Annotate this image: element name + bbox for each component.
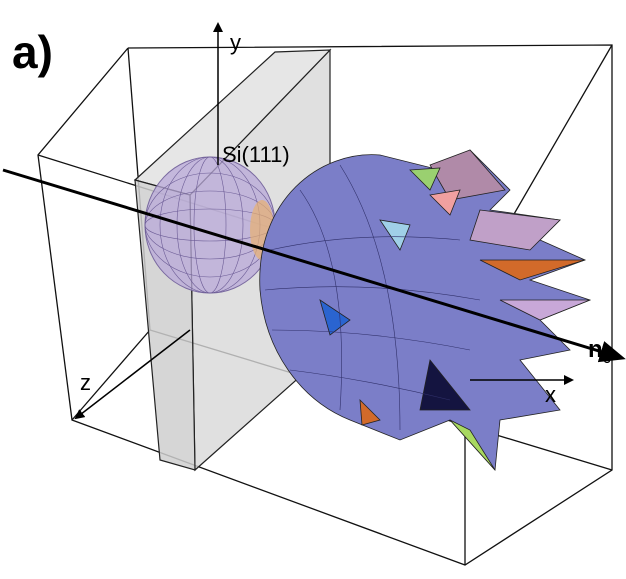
large-lobe [260, 150, 590, 470]
vector-label: n0 [588, 336, 612, 367]
vector-base: n [588, 336, 603, 363]
z-axis-label: z [80, 370, 91, 395]
y-axis-label: y [230, 30, 241, 55]
small-lobe [145, 157, 275, 293]
surface-label: Si(111) [222, 142, 290, 167]
figure: a) y z x Si(111) n0 [0, 0, 626, 579]
x-axis-label: x [545, 382, 556, 407]
panel-label: a) [12, 26, 53, 78]
vector-subscript: 0 [603, 350, 612, 367]
